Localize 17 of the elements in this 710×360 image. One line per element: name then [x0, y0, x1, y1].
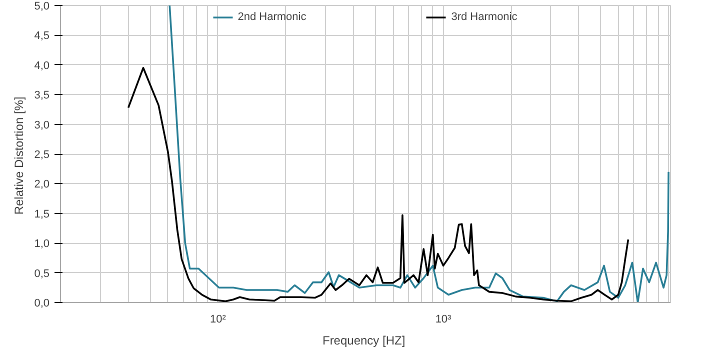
x-tick-label: 10² [210, 314, 226, 326]
y-tick-label: 3,5 [34, 90, 50, 102]
y-tick-label: 1,5 [34, 208, 50, 220]
x-tick-label: 10³ [435, 314, 452, 326]
y-tick-label: 1,0 [34, 238, 50, 250]
y-axis-title: Relative Distortion [%] [12, 96, 26, 215]
x-axis-title: Frequency [HZ] [322, 334, 406, 348]
legend-label: 2nd Harmonic [238, 11, 306, 23]
y-tick-label: 0,0 [34, 298, 50, 310]
y-tick-label: 2,5 [34, 149, 50, 161]
y-tick-label: 4,5 [34, 30, 50, 42]
y-tick-label: 3,0 [34, 119, 50, 132]
legend-label: 3rd Harmonic [451, 11, 518, 23]
y-tick-label: 0,5 [34, 268, 50, 280]
y-tick-label: 2,0 [34, 178, 50, 191]
y-tick-label: 4,0 [34, 60, 50, 72]
y-tick-label: 5,0 [34, 0, 50, 12]
